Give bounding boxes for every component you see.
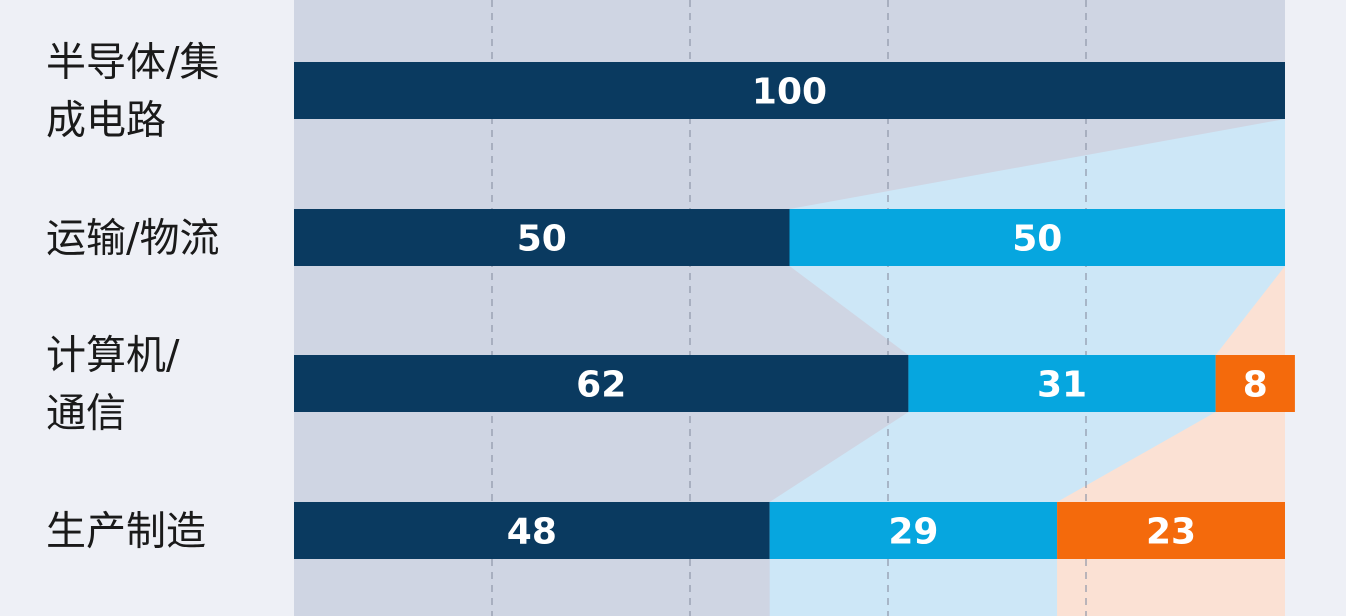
- bar-segment-2-0: [294, 355, 909, 412]
- category-label-2-0: 计算机/: [46, 333, 180, 379]
- category-label-2-1: 通信: [46, 391, 126, 437]
- data-label-0-0: 100: [752, 72, 827, 113]
- category-label-1-0: 运输/物流: [46, 216, 219, 262]
- data-label-1-0: 50: [517, 219, 567, 260]
- data-label-2-0: 62: [576, 365, 626, 406]
- bar-segment-1-0: [294, 209, 790, 266]
- data-label-2-2: 8: [1243, 365, 1268, 406]
- bar-segment-3-2: [1057, 502, 1285, 559]
- bar-segment-3-1: [769, 502, 1058, 559]
- data-label-3-2: 23: [1146, 512, 1196, 553]
- data-label-2-1: 31: [1037, 365, 1087, 406]
- bar-segment-2-2: [1215, 355, 1295, 412]
- bar-segment-0-0: [294, 62, 1285, 119]
- data-label-3-0: 48: [507, 512, 557, 553]
- bar-segment-2-1: [908, 355, 1216, 412]
- data-label-3-1: 29: [888, 512, 938, 553]
- bars: 100 50 50 62 31 8 48 29 23: [294, 62, 1295, 559]
- bar-segment-3-0: [294, 502, 770, 559]
- data-label-1-1: 50: [1012, 219, 1062, 260]
- band-series-2: [1057, 0, 1285, 616]
- category-label-0-1: 成电路: [46, 98, 166, 144]
- bar-segment-1-1: [789, 209, 1285, 266]
- category-label-3-0: 生产制造: [46, 509, 206, 555]
- category-label-0-0: 半导体/集: [46, 40, 219, 86]
